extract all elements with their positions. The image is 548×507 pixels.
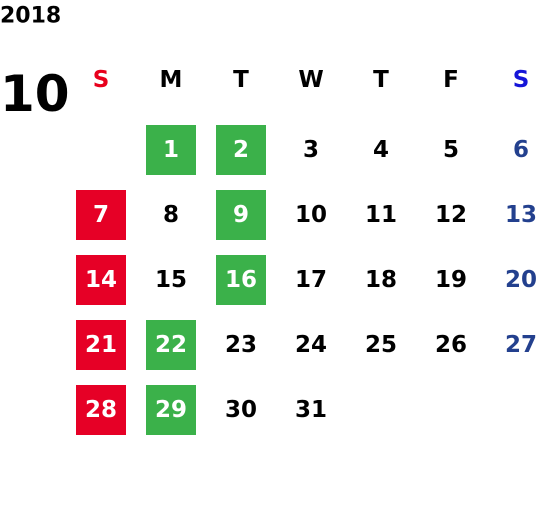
weekday-label: T <box>373 67 389 93</box>
day-number: 25 <box>365 332 397 358</box>
day-highlight <box>216 190 266 240</box>
day-highlight <box>76 320 126 370</box>
day-highlight <box>146 125 196 175</box>
weekday-label: T <box>233 67 249 93</box>
day-number: 10 <box>295 202 327 228</box>
day-number: 9 <box>233 202 249 228</box>
day-number: 28 <box>85 397 117 423</box>
day-number: 13 <box>505 202 537 228</box>
day-highlight <box>76 190 126 240</box>
day-number: 12 <box>435 202 467 228</box>
weekday-label: S <box>93 67 110 93</box>
day-number: 18 <box>365 267 397 293</box>
day-highlight <box>216 125 266 175</box>
day-number: 19 <box>435 267 467 293</box>
day-highlight <box>76 255 126 305</box>
weekday-label: S <box>513 67 530 93</box>
day-number: 5 <box>443 137 459 163</box>
day-number: 27 <box>505 332 537 358</box>
day-number: 11 <box>365 202 397 228</box>
day-number: 15 <box>155 267 187 293</box>
day-number: 22 <box>155 332 187 358</box>
day-number: 16 <box>225 267 257 293</box>
day-number: 1 <box>163 137 179 163</box>
day-number: 24 <box>295 332 327 358</box>
day-number: 21 <box>85 332 117 358</box>
day-highlight <box>216 255 266 305</box>
day-number: 17 <box>295 267 327 293</box>
day-number: 7 <box>93 202 109 228</box>
day-highlight <box>146 385 196 435</box>
weekday-label: W <box>298 67 323 93</box>
day-highlight <box>76 385 126 435</box>
day-number: 8 <box>163 202 179 228</box>
day-number: 6 <box>513 137 529 163</box>
month: 10 <box>0 65 70 123</box>
day-number: 14 <box>85 267 117 293</box>
day-number: 2 <box>233 137 249 163</box>
day-number: 23 <box>225 332 257 358</box>
day-highlight <box>146 320 196 370</box>
year: 2018 <box>0 4 61 29</box>
day-number: 4 <box>373 137 389 163</box>
weekday-label: M <box>160 67 183 93</box>
day-number: 26 <box>435 332 467 358</box>
day-number: 3 <box>303 137 319 163</box>
day-number: 29 <box>155 397 187 423</box>
day-number: 20 <box>505 267 537 293</box>
weekday-label: F <box>443 67 459 93</box>
day-number: 31 <box>295 397 327 423</box>
day-number: 30 <box>225 397 257 423</box>
